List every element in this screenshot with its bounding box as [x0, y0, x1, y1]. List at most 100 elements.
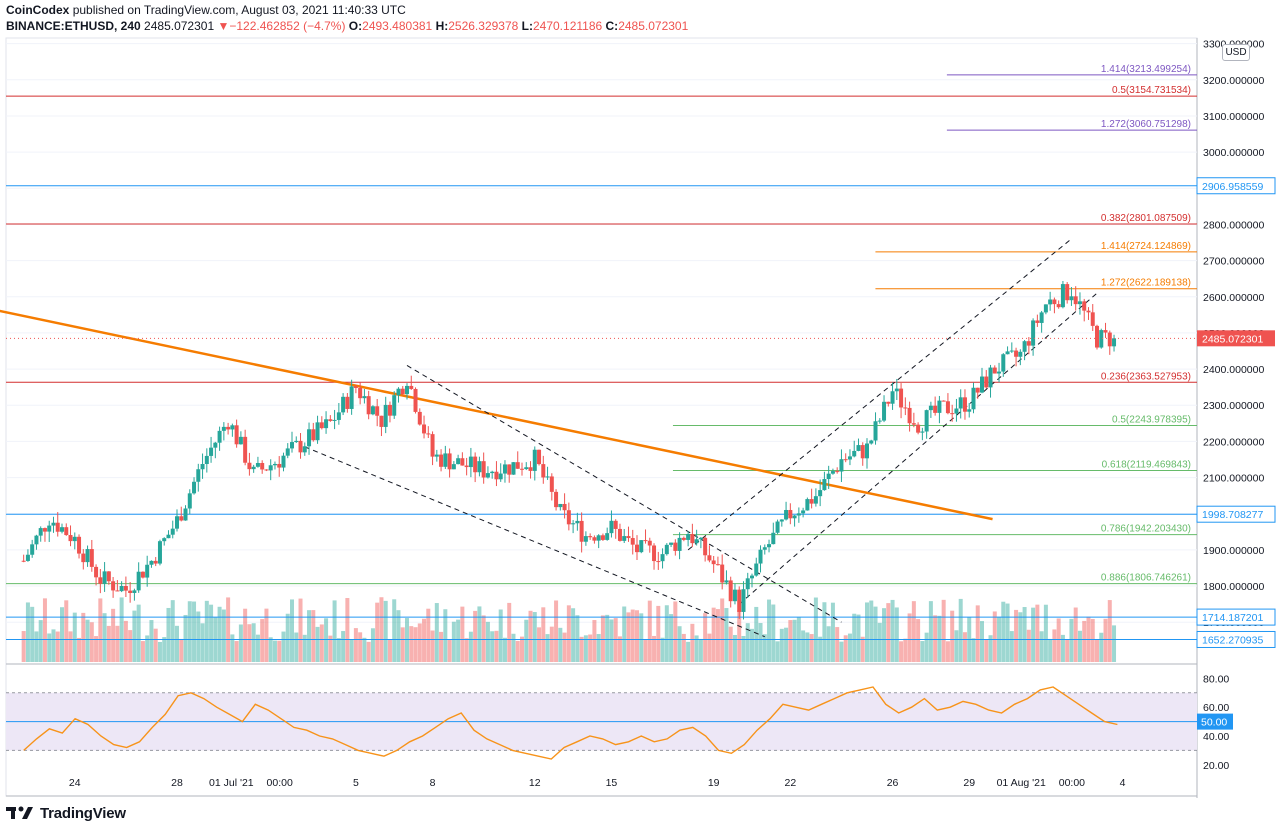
candle-body: [907, 407, 912, 424]
candle-body: [481, 461, 486, 478]
volume-bar: [502, 637, 507, 662]
candle-body: [460, 458, 465, 466]
volume-bar: [988, 635, 993, 662]
volume-bar: [711, 607, 716, 662]
volume-bar: [1095, 639, 1099, 662]
volume-bar: [187, 601, 192, 662]
candle-body: [200, 464, 205, 470]
candle-body: [111, 581, 116, 591]
volume-bar: [247, 624, 252, 662]
candle-body: [251, 466, 256, 470]
rsi-value-label: 50.00: [1201, 717, 1227, 729]
candle-body: [439, 454, 444, 467]
candle-body: [307, 429, 312, 447]
candle-body: [890, 391, 895, 404]
volume-bar: [136, 604, 141, 662]
tradingview-logo-icon: [6, 806, 33, 819]
candle-body: [997, 371, 1002, 374]
candle-body: [532, 449, 537, 471]
candle-body: [315, 422, 320, 441]
candle-body: [311, 429, 316, 441]
volume-bar: [460, 606, 465, 662]
candle-body: [899, 388, 904, 408]
volume-bar: [434, 603, 439, 662]
candle-body: [865, 443, 869, 459]
candle-body: [494, 471, 499, 480]
candle-body: [34, 535, 39, 545]
candle-body: [94, 566, 99, 578]
candle-body: [916, 424, 921, 433]
publisher-name[interactable]: CoinCodex: [6, 3, 70, 17]
volume-bar: [617, 636, 622, 662]
volume-bar: [1022, 607, 1027, 662]
volume-bar: [1043, 604, 1048, 662]
volume-bar: [72, 612, 77, 662]
currency-badge[interactable]: USD: [1222, 44, 1250, 61]
candle-body: [835, 471, 840, 473]
candle-body: [558, 503, 563, 508]
candle-body: [332, 419, 337, 421]
volume-bar: [175, 625, 179, 662]
volume-bar: [937, 615, 942, 662]
volume-bar: [669, 614, 674, 662]
candle-body: [204, 455, 209, 465]
volume-bar: [494, 630, 499, 662]
change-value: −122.462852 (−4.7%): [229, 19, 346, 33]
candle-body: [443, 453, 448, 467]
volume-bar: [728, 626, 733, 662]
candle-body: [1056, 304, 1061, 308]
volume-bar: [928, 601, 933, 662]
rsi-tick-label: 20.00: [1203, 760, 1229, 772]
volume-bar: [643, 639, 648, 662]
volume-bar: [992, 611, 997, 662]
volume-bar: [984, 639, 989, 662]
volume-bar: [545, 634, 550, 662]
time-tick-label: 28: [171, 777, 183, 789]
volume-bar: [1035, 604, 1040, 662]
volume-bar: [119, 597, 124, 662]
time-tick-label: 19: [708, 777, 720, 789]
volume-bar: [464, 638, 469, 662]
time-tick-label: 8: [430, 777, 436, 789]
time-tick-label: 12: [529, 777, 541, 789]
descending-channel-lower: [304, 446, 765, 638]
volume-bar: [690, 623, 695, 662]
candle-body: [869, 440, 874, 444]
candle-body: [630, 538, 635, 545]
tradingview-brand[interactable]: TradingView: [40, 804, 126, 822]
volume-bar: [571, 608, 576, 662]
candle-body: [477, 461, 482, 473]
volume-bar: [1014, 609, 1019, 662]
candle-body: [566, 510, 571, 525]
volume-bar: [264, 608, 269, 662]
volume-bar: [605, 614, 610, 662]
publish-info: CoinCodex published on TradingView.com, …: [6, 3, 406, 17]
candle-body: [967, 409, 972, 412]
volume-bar: [830, 602, 835, 662]
last-price-label: 2485.072301: [1202, 333, 1263, 345]
volume-bar: [102, 613, 107, 662]
close-value: 2485.072301: [618, 19, 689, 33]
candle-body: [737, 589, 742, 612]
volume-bar: [656, 605, 661, 662]
volume-bar: [592, 620, 597, 662]
volume-bar: [290, 599, 294, 662]
volume-bar: [353, 628, 358, 662]
volume-bar: [170, 600, 175, 662]
rsi-tick-label: 40.00: [1203, 731, 1229, 743]
candle-body: [1107, 332, 1112, 347]
candle-body: [234, 425, 239, 445]
volume-bar: [703, 613, 708, 662]
volume-bar: [1107, 600, 1112, 662]
candle-body: [745, 578, 750, 590]
candle-body: [417, 411, 422, 425]
candle-body: [707, 555, 712, 561]
candle-body: [1099, 330, 1104, 348]
volume-bar: [396, 610, 401, 662]
candle-body: [698, 537, 703, 540]
volume-bar: [332, 600, 337, 662]
candle-body: [47, 525, 52, 532]
candle-body: [762, 547, 767, 550]
candle-body: [196, 469, 201, 482]
